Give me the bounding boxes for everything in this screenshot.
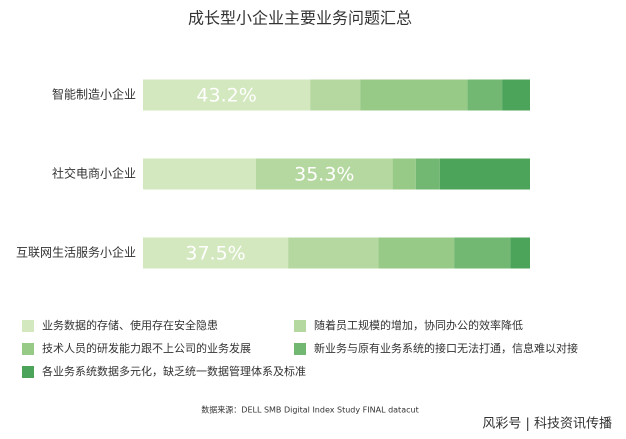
bar-segment [502, 79, 530, 111]
legend-label: 随着员工规模的增加，协同办公的效率降低 [314, 318, 523, 332]
chart-title: 成长型小企业主要业务问题汇总 [188, 9, 412, 28]
source: 数据来源：DELL SMB Digital Index Study FINAL … [201, 405, 418, 415]
legend-swatch [22, 343, 34, 355]
bar-segment [378, 237, 455, 269]
value-label: 35.3% [294, 164, 354, 186]
bar-segment [143, 79, 311, 111]
bar-segment [360, 79, 468, 111]
legend-swatch [294, 320, 306, 332]
legend-label: 各业务系统数据多元化，缺乏统一数据管理体系及标准 [42, 364, 306, 378]
bar-segment [510, 237, 530, 269]
bar-segment [143, 237, 289, 269]
bar-segment [288, 237, 379, 269]
category-label: 智能制造小企业 [52, 87, 136, 102]
category-label: 社交电商小企业 [52, 166, 136, 181]
category-label: 互联网生活服务小企业 [16, 245, 136, 260]
legend-label: 技术人员的研发能力跟不上公司的业务发展 [42, 341, 251, 355]
legend-swatch [22, 366, 34, 378]
legend-label: 业务数据的存储、使用存在安全隐患 [42, 318, 218, 332]
bar-segment [467, 79, 503, 111]
bar-segment [454, 237, 511, 269]
legend-swatch [294, 343, 306, 355]
bar-segment [439, 158, 530, 190]
bar-segment [143, 158, 257, 190]
bar-segment [256, 158, 393, 190]
legend-label: 新业务与原有业务系统的接口无法打通，信息难以对接 [314, 341, 578, 355]
bar-segment [392, 158, 416, 190]
value-label: 37.5% [185, 243, 245, 265]
watermark: 风彩号 | 科技资讯传播 [482, 417, 612, 432]
bar-segment [310, 79, 361, 111]
bar-segment [415, 158, 440, 190]
value-label: 43.2% [196, 85, 256, 107]
legend-swatch [22, 320, 34, 332]
